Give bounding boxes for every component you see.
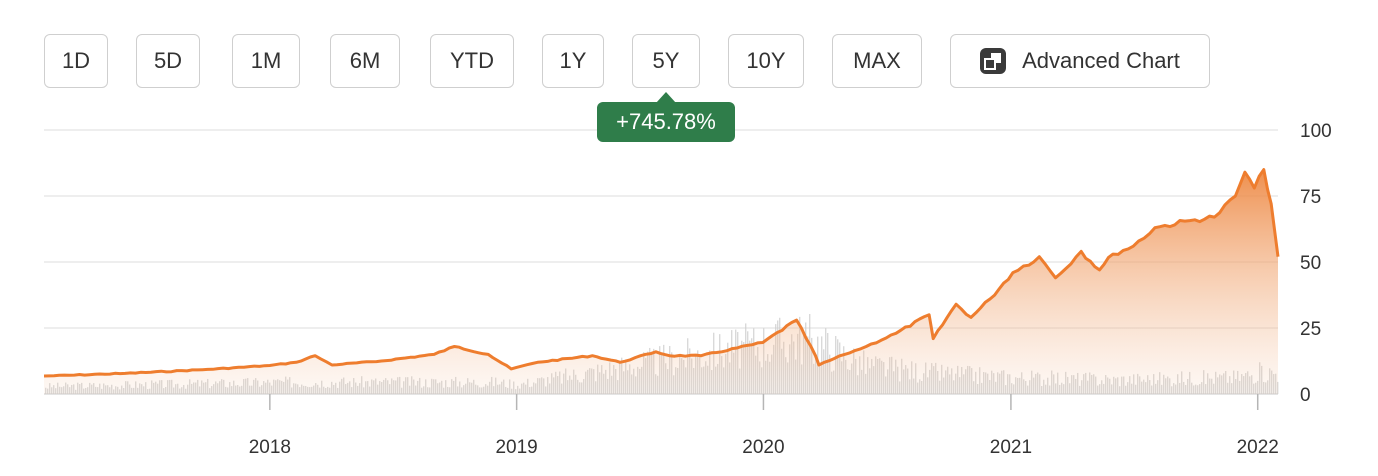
range-button-1m[interactable]: 1M bbox=[232, 34, 300, 88]
y-tick-label: 50 bbox=[1300, 253, 1321, 274]
advanced-chart-button[interactable]: Advanced Chart bbox=[950, 34, 1210, 88]
expand-icon bbox=[980, 48, 1007, 74]
range-button-6m[interactable]: 6M bbox=[330, 34, 400, 88]
change-tooltip: +745.78% bbox=[597, 102, 735, 142]
x-tick-label: 2020 bbox=[742, 437, 784, 458]
range-button-ytd[interactable]: YTD bbox=[430, 34, 514, 88]
price-area bbox=[44, 169, 1278, 394]
range-button-1y[interactable]: 1Y bbox=[542, 34, 604, 88]
y-tick-label: 100 bbox=[1300, 121, 1332, 142]
y-axis: 0 25 50 75 100 bbox=[1300, 121, 1332, 406]
y-tick-label: 0 bbox=[1300, 385, 1311, 406]
y-tick-label: 25 bbox=[1300, 319, 1321, 340]
x-tick-label: 2018 bbox=[249, 437, 291, 458]
range-button-10y[interactable]: 10Y bbox=[728, 34, 804, 88]
x-tick-label: 2022 bbox=[1237, 437, 1279, 458]
advanced-chart-label: Advanced Chart bbox=[1022, 48, 1180, 73]
x-tick-label: 2021 bbox=[990, 437, 1032, 458]
tooltip-arrow bbox=[656, 92, 676, 103]
range-button-1d[interactable]: 1D bbox=[44, 34, 108, 88]
range-button-5d[interactable]: 5D bbox=[136, 34, 200, 88]
y-tick-label: 75 bbox=[1300, 187, 1321, 208]
price-line bbox=[43, 168, 1280, 378]
x-tick-label: 2019 bbox=[495, 437, 537, 458]
range-button-max[interactable]: MAX bbox=[832, 34, 922, 88]
x-axis: 2018 2019 2020 2021 2022 bbox=[249, 394, 1279, 458]
range-button-5y[interactable]: 5Y bbox=[632, 34, 700, 88]
